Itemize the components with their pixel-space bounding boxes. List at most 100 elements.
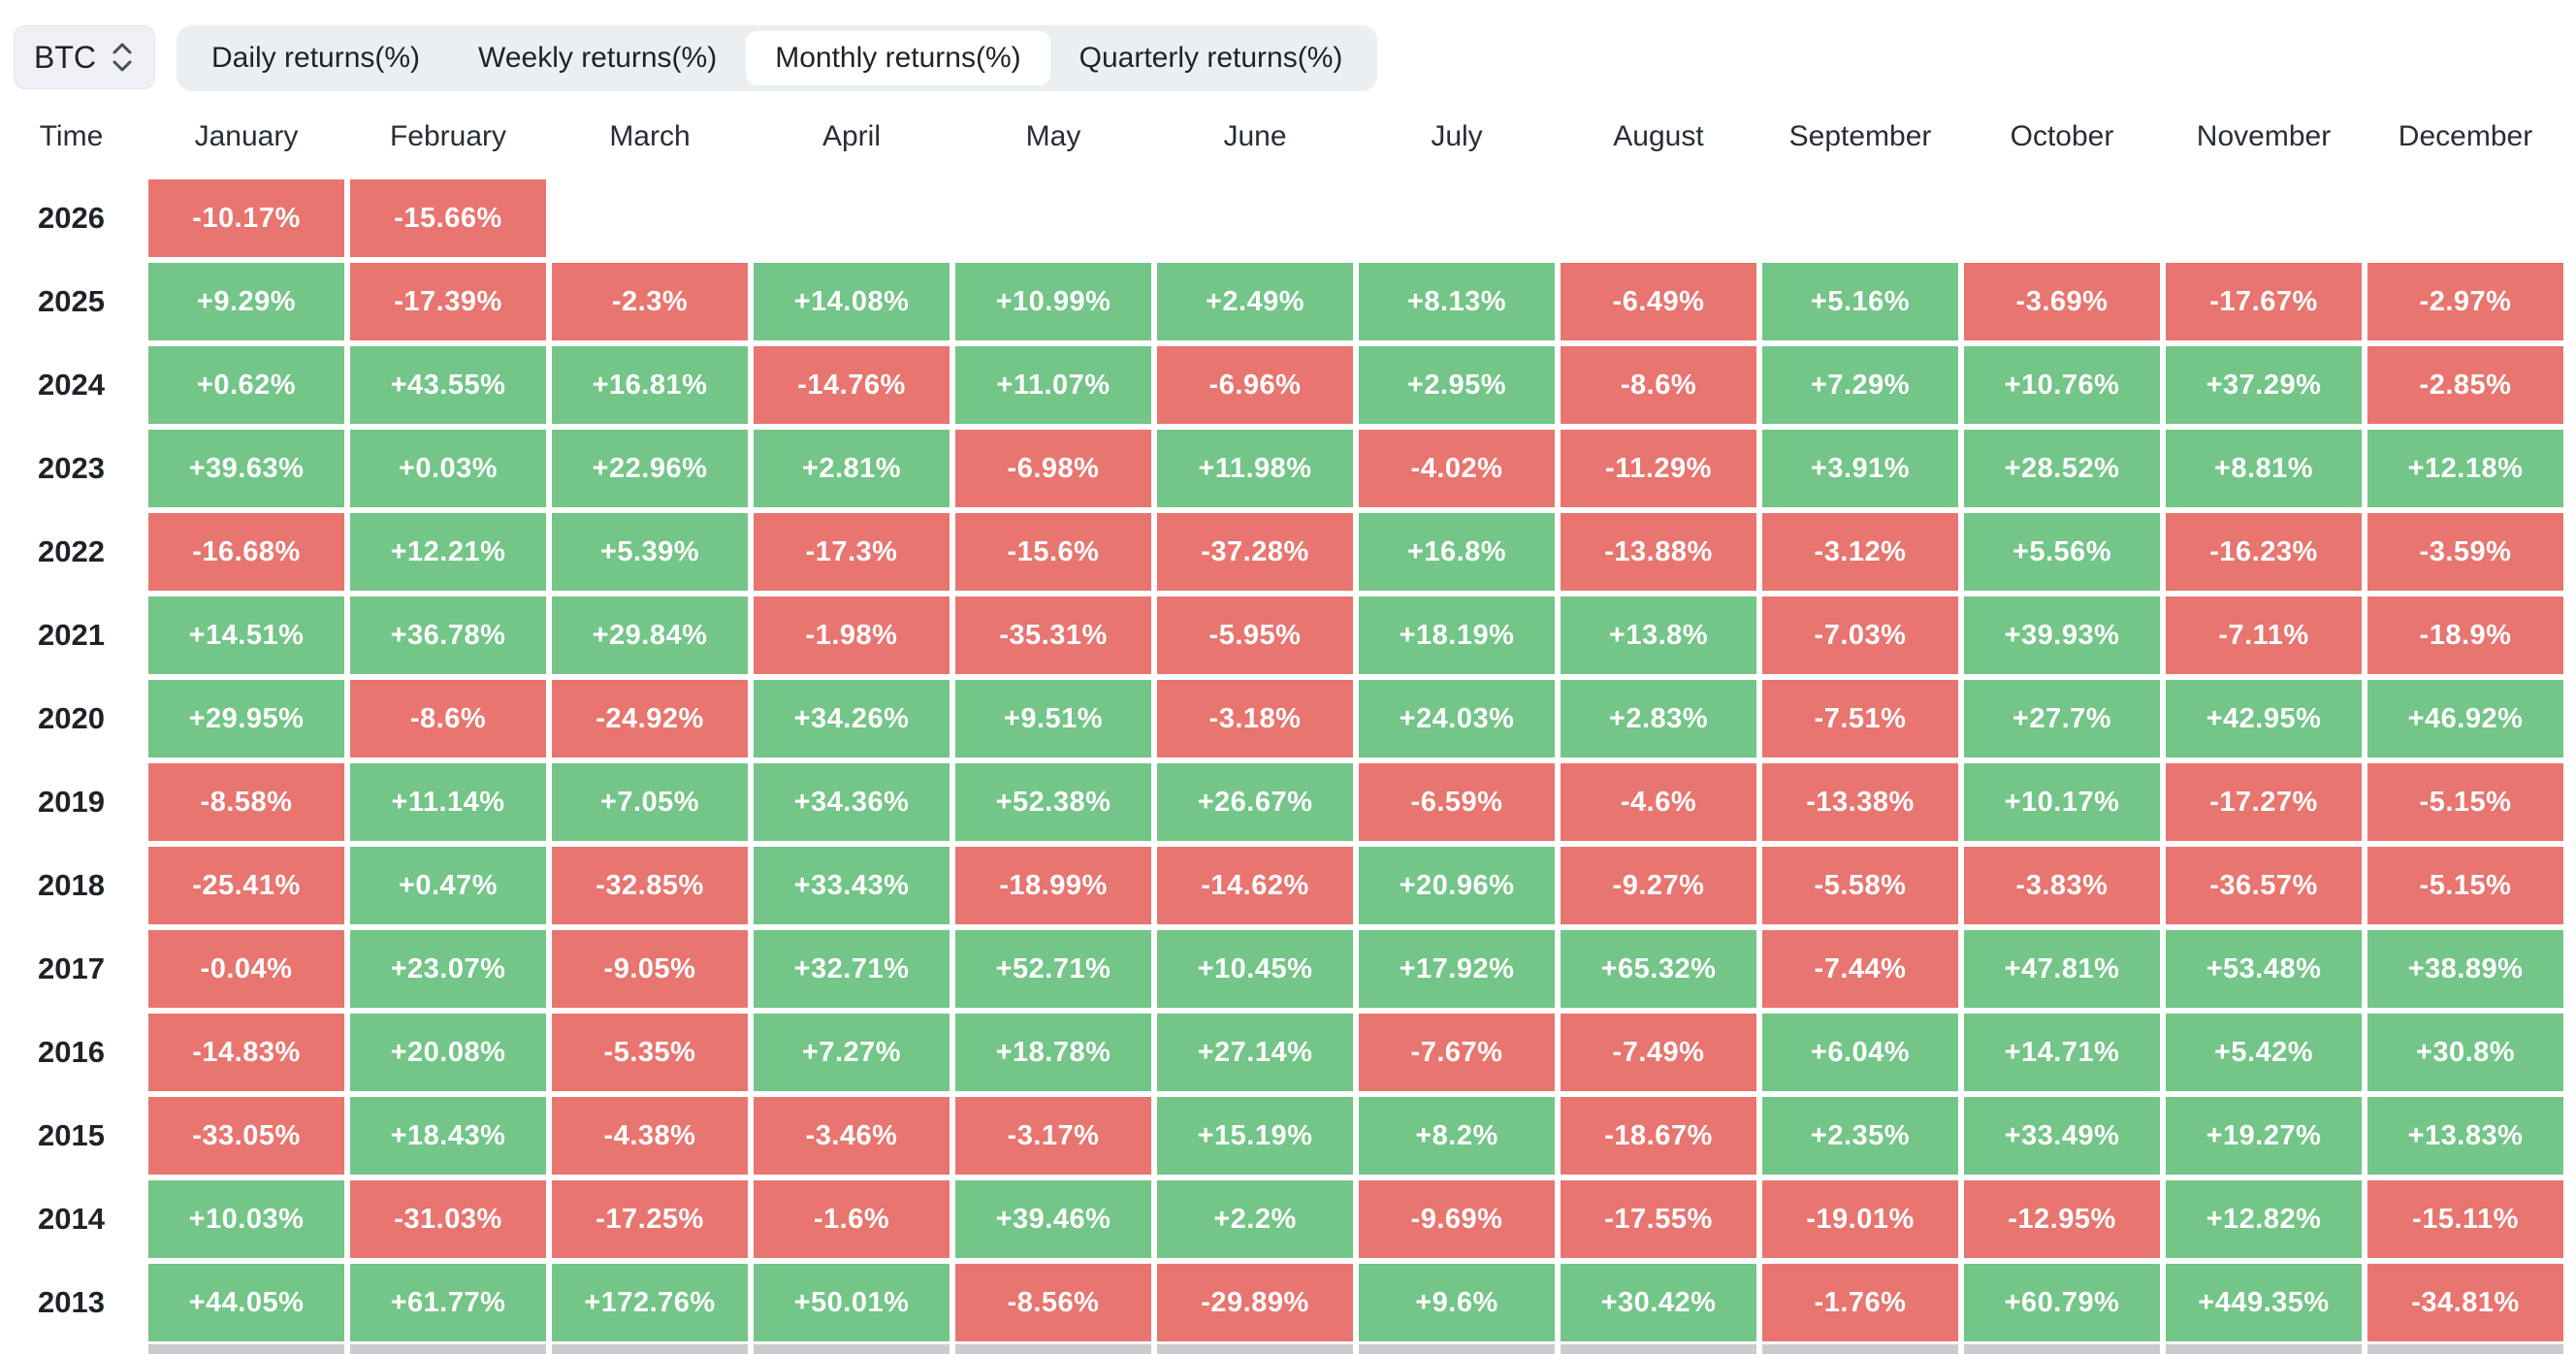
tab-monthly[interactable]: Monthly returns(%) bbox=[746, 31, 1050, 85]
return-cell: +15.19% bbox=[1157, 1097, 1353, 1175]
return-cell: +5.42% bbox=[2166, 1014, 2362, 1091]
return-cell: +17.92% bbox=[1359, 930, 1555, 1008]
return-cell: -3.59% bbox=[2367, 513, 2563, 591]
return-cell: -3.17% bbox=[955, 1097, 1151, 1175]
return-cell: +19.27% bbox=[2166, 1097, 2362, 1175]
return-cell: -19.01% bbox=[1762, 1180, 1958, 1258]
return-cell: +32.71% bbox=[754, 930, 950, 1008]
return-cell: +50.01% bbox=[754, 1264, 950, 1341]
year-label-2014: 2014 bbox=[38, 1202, 105, 1236]
return-cell: +10.99% bbox=[955, 263, 1151, 340]
return-cell: -17.55% bbox=[1561, 1180, 1756, 1258]
return-cell: +8.2% bbox=[1359, 1097, 1555, 1175]
return-cell: +18.43% bbox=[350, 1097, 546, 1175]
return-cell bbox=[2367, 179, 2563, 257]
return-cell: +8.13% bbox=[1359, 263, 1555, 340]
return-cell: -13.88% bbox=[1561, 513, 1756, 591]
partial-row-cell bbox=[350, 1344, 546, 1354]
return-cell: -37.28% bbox=[1157, 513, 1353, 591]
month-header-september: September bbox=[1788, 120, 1932, 152]
return-cell: +29.95% bbox=[148, 680, 344, 758]
return-cell: +14.71% bbox=[1964, 1014, 2160, 1091]
return-cell: +7.05% bbox=[552, 763, 748, 841]
return-cell: -7.44% bbox=[1762, 930, 1958, 1008]
return-cell: +30.8% bbox=[2367, 1014, 2563, 1091]
return-cell: -4.6% bbox=[1561, 763, 1756, 841]
return-cell: +46.92% bbox=[2367, 680, 2563, 758]
tab-quarterly[interactable]: Quarterly returns(%) bbox=[1079, 42, 1343, 74]
return-cell: -4.02% bbox=[1359, 430, 1555, 507]
return-cell: -3.12% bbox=[1762, 513, 1958, 591]
return-cell: -7.67% bbox=[1359, 1014, 1555, 1091]
return-cell: +42.95% bbox=[2166, 680, 2362, 758]
return-cell: -9.27% bbox=[1561, 847, 1756, 924]
return-cell bbox=[754, 179, 950, 257]
month-header-january: January bbox=[194, 120, 299, 152]
year-label-2019: 2019 bbox=[38, 785, 105, 819]
return-cell: -5.15% bbox=[2367, 847, 2563, 924]
monthly-returns-table: Time January February March April May June Jul… bbox=[0, 105, 2563, 1341]
return-cell: +0.62% bbox=[148, 346, 344, 424]
return-cell: -14.62% bbox=[1157, 847, 1353, 924]
return-cell bbox=[955, 179, 1151, 257]
return-cell: -17.25% bbox=[552, 1180, 748, 1258]
return-cell: -3.83% bbox=[1964, 847, 2160, 924]
tab-weekly[interactable]: Weekly returns(%) bbox=[478, 42, 718, 74]
return-cell bbox=[1157, 179, 1353, 257]
return-cell: +6.04% bbox=[1762, 1014, 1958, 1091]
return-cell: -0.04% bbox=[148, 930, 344, 1008]
return-cell: +65.32% bbox=[1561, 930, 1756, 1008]
return-cell: +0.47% bbox=[350, 847, 546, 924]
return-cell: -8.56% bbox=[955, 1264, 1151, 1341]
year-label-2021: 2021 bbox=[38, 618, 105, 652]
month-header-june: June bbox=[1223, 120, 1287, 152]
return-cell: -36.57% bbox=[2166, 847, 2362, 924]
return-cell: +10.45% bbox=[1157, 930, 1353, 1008]
partial-row-cell bbox=[1762, 1344, 1958, 1354]
return-cell: +34.36% bbox=[754, 763, 950, 841]
return-cell: +61.77% bbox=[350, 1264, 546, 1341]
return-cell: +52.38% bbox=[955, 763, 1151, 841]
return-cell: +33.49% bbox=[1964, 1097, 2160, 1175]
return-cell: -2.85% bbox=[2367, 346, 2563, 424]
return-cell: +22.96% bbox=[552, 430, 748, 507]
return-cell: +0.03% bbox=[350, 430, 546, 507]
return-cell: +36.78% bbox=[350, 596, 546, 674]
return-cell: -8.6% bbox=[350, 680, 546, 758]
return-cell: +12.18% bbox=[2367, 430, 2563, 507]
return-cell: -12.95% bbox=[1964, 1180, 2160, 1258]
return-cell: +10.17% bbox=[1964, 763, 2160, 841]
return-cell: +13.8% bbox=[1561, 596, 1756, 674]
asset-selector-value: BTC bbox=[34, 39, 96, 75]
return-cell bbox=[1561, 179, 1756, 257]
return-cell: -13.38% bbox=[1762, 763, 1958, 841]
return-cell: +11.98% bbox=[1157, 430, 1353, 507]
return-cell: -15.11% bbox=[2367, 1180, 2563, 1258]
tab-daily[interactable]: Daily returns(%) bbox=[211, 42, 421, 74]
return-cell: +9.51% bbox=[955, 680, 1151, 758]
return-cell bbox=[552, 179, 748, 257]
return-cell: -1.6% bbox=[754, 1180, 950, 1258]
return-cell: +23.07% bbox=[350, 930, 546, 1008]
return-cell: +449.35% bbox=[2166, 1264, 2362, 1341]
asset-selector[interactable]: BTC bbox=[14, 25, 155, 89]
return-cell: +12.21% bbox=[350, 513, 546, 591]
return-cell: +44.05% bbox=[148, 1264, 344, 1341]
return-cell: -9.05% bbox=[552, 930, 748, 1008]
return-cell: +18.78% bbox=[955, 1014, 1151, 1091]
return-cell: -8.6% bbox=[1561, 346, 1756, 424]
updown-chevron-icon bbox=[110, 41, 135, 74]
return-cell: -18.99% bbox=[955, 847, 1151, 924]
return-cell: +37.29% bbox=[2166, 346, 2362, 424]
return-cell: +27.14% bbox=[1157, 1014, 1353, 1091]
return-cell: +28.52% bbox=[1964, 430, 2160, 507]
return-cell: +5.39% bbox=[552, 513, 748, 591]
return-cell: +53.48% bbox=[2166, 930, 2362, 1008]
return-cell: -1.76% bbox=[1762, 1264, 1958, 1341]
return-cell: +26.67% bbox=[1157, 763, 1353, 841]
partial-row-cell bbox=[2166, 1344, 2362, 1354]
return-cell: -10.17% bbox=[148, 179, 344, 257]
return-cell: -5.15% bbox=[2367, 763, 2563, 841]
return-cell: +47.81% bbox=[1964, 930, 2160, 1008]
partial-row-cell bbox=[552, 1344, 748, 1354]
